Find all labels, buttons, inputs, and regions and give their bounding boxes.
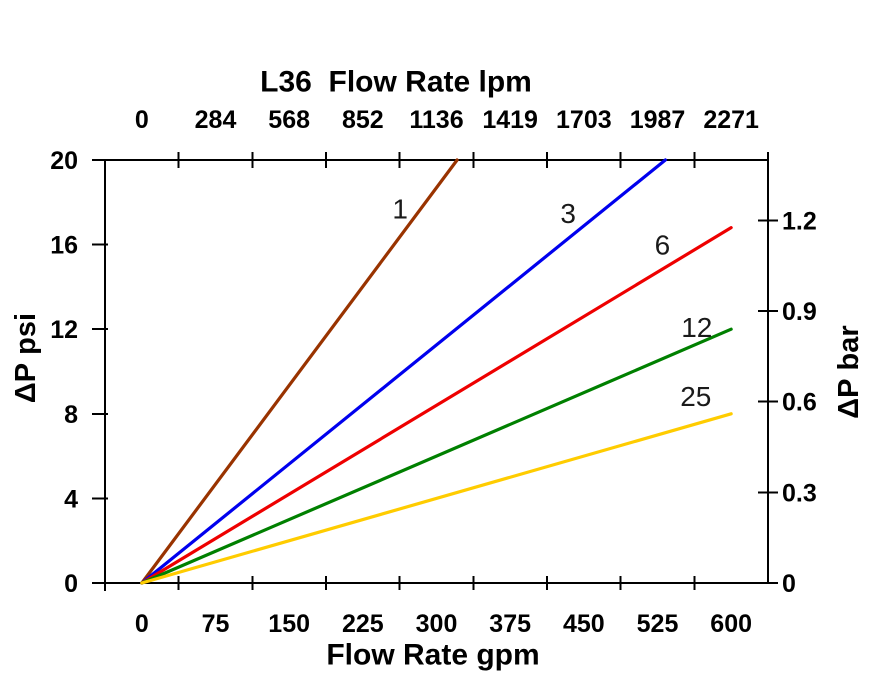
- series-line-3: [140, 158, 667, 585]
- chart-title: L36 Flow Rate lpm: [260, 66, 532, 99]
- bottom-axis-tick-label: 525: [637, 610, 679, 638]
- top-axis-tick-label: 852: [342, 106, 384, 134]
- bottom-axis-title: Flow Rate gpm: [326, 639, 539, 672]
- bottom-axis-tick-label: 450: [563, 610, 605, 638]
- right-axis-tick-label: 0.3: [782, 479, 817, 507]
- series-label-1: 1: [392, 194, 408, 225]
- top-axis-tick-label: 1136: [409, 106, 463, 134]
- top-axis-tick-label: 2271: [703, 106, 759, 134]
- top-axis-tick-label: 284: [195, 106, 237, 134]
- left-axis-tick-label: 16: [50, 232, 78, 260]
- left-axis-title: ΔP psi: [10, 313, 42, 403]
- bottom-axis-tick-label: 150: [268, 610, 310, 638]
- right-axis-tick-label: 0: [782, 570, 796, 598]
- series-line-6: [140, 226, 733, 585]
- left-axis-tick-label: 12: [50, 316, 78, 344]
- left-axis-tick-label: 4: [64, 485, 78, 513]
- series-group: 1 3 6 12 25: [140, 158, 733, 585]
- right-axis-tick-label: 0.9: [782, 298, 817, 326]
- series-line-25: [140, 412, 733, 585]
- bottom-axis-tick-label: 0: [135, 610, 149, 638]
- bottom-axis-tick-label: 300: [416, 610, 458, 638]
- right-axis-title: ΔP bar: [833, 325, 865, 418]
- series-label-3: 3: [560, 198, 576, 229]
- left-axis-tick-label: 20: [50, 147, 78, 175]
- top-axis-tick-label: 1987: [630, 106, 686, 134]
- series-label-12: 12: [681, 312, 712, 343]
- bottom-axis-tick-label: 225: [342, 610, 384, 638]
- top-axis-tick-label: 1419: [482, 106, 538, 134]
- left-axis-tick-label: 0: [64, 570, 78, 598]
- series-line-12: [140, 327, 733, 585]
- bottom-axis-tick-label: 600: [710, 610, 752, 638]
- series-label-25: 25: [680, 381, 711, 412]
- series-line-1: [140, 158, 459, 585]
- bottom-axis-tick-label: 375: [489, 610, 531, 638]
- top-axis-tick-label: 568: [268, 106, 310, 134]
- right-axis-tick-label: 0.6: [782, 389, 817, 417]
- series-label-6: 6: [655, 230, 671, 261]
- left-axis-tick-label: 8: [64, 401, 78, 429]
- axes-group: [92, 152, 778, 591]
- bottom-axis-tick-label: 75: [202, 610, 230, 638]
- top-axis-tick-label: 1703: [556, 106, 612, 134]
- right-axis-tick-label: 1.2: [782, 207, 817, 235]
- top-axis-tick-label: 0: [135, 106, 149, 134]
